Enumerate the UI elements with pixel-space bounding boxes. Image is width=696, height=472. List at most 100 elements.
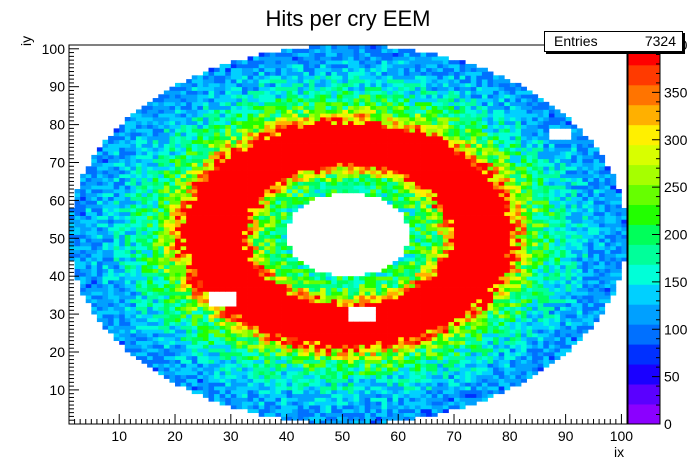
- heatmap-cell: [264, 314, 271, 319]
- heatmap-cell: [431, 397, 438, 402]
- heatmap-cell: [180, 143, 187, 148]
- heatmap-cell: [135, 154, 142, 160]
- heatmap-cell: [308, 351, 315, 357]
- heatmap-cell: [414, 120, 421, 125]
- heatmap-cell: [253, 302, 260, 307]
- heatmap-cell: [292, 196, 299, 201]
- heatmap-cell: [398, 291, 405, 296]
- heatmap-cell: [414, 276, 421, 281]
- heatmap-cell: [258, 279, 265, 285]
- heatmap-cell: [320, 397, 327, 402]
- heatmap-cell: [375, 48, 382, 53]
- heatmap-cell: [308, 185, 315, 190]
- heatmap-cell: [325, 348, 332, 353]
- heatmap-cell: [158, 185, 165, 190]
- heatmap-cell: [135, 272, 142, 277]
- heatmap-cell: [191, 75, 198, 80]
- heatmap-cell: [303, 397, 310, 402]
- heatmap-cell: [426, 67, 433, 72]
- heatmap-cell: [325, 56, 332, 61]
- heatmap-cell: [135, 298, 142, 304]
- heatmap-cell: [331, 189, 338, 194]
- heatmap-cell: [292, 135, 299, 141]
- heatmap-cell: [348, 135, 354, 141]
- heatmap-cell: [236, 151, 243, 156]
- heatmap-cell: [370, 276, 377, 281]
- heatmap-cell: [253, 367, 260, 372]
- heatmap-cell: [191, 105, 198, 110]
- heatmap-cell: [152, 101, 159, 107]
- heatmap-cell: [74, 230, 81, 235]
- heatmap-cell: [214, 257, 221, 262]
- heatmap-cell: [375, 173, 382, 179]
- heatmap-cell: [375, 56, 382, 61]
- heatmap-cell: [202, 306, 209, 311]
- heatmap-cell: [281, 56, 288, 61]
- heatmap-cell: [186, 207, 193, 213]
- heatmap-cell: [180, 272, 187, 277]
- heatmap-cell: [152, 98, 159, 103]
- heatmap-cell: [147, 253, 154, 258]
- heatmap-cell: [158, 291, 165, 296]
- heatmap-cell: [135, 253, 142, 258]
- heatmap-cell: [269, 257, 276, 262]
- heatmap-cell: [169, 109, 176, 114]
- heatmap-cell: [186, 321, 193, 326]
- heatmap-cell: [208, 166, 215, 171]
- heatmap-cell: [102, 287, 109, 292]
- heatmap-cell: [141, 302, 148, 307]
- heatmap-cell: [158, 139, 165, 144]
- heatmap-cell: [169, 94, 176, 99]
- heatmap-cell: [375, 272, 382, 277]
- heatmap-cell: [264, 238, 271, 243]
- heatmap-cell: [336, 45, 343, 50]
- heatmap-cell: [297, 295, 304, 300]
- heatmap-cell: [202, 94, 209, 99]
- heatmap-cell: [202, 393, 209, 398]
- heatmap-cell: [147, 272, 154, 277]
- heatmap-cell: [225, 143, 232, 148]
- heatmap-cell: [214, 158, 221, 163]
- heatmap-cell: [370, 79, 377, 84]
- heatmap-cell: [409, 393, 416, 398]
- heatmap-cell: [225, 242, 232, 247]
- heatmap-cell: [314, 336, 321, 342]
- heatmap-cell: [275, 367, 282, 372]
- heatmap-cell: [102, 234, 109, 239]
- heatmap-cell: [353, 117, 360, 122]
- heatmap-cell: [264, 242, 271, 247]
- heatmap-cell: [158, 333, 165, 338]
- heatmap-cell: [135, 135, 142, 141]
- heatmap-cell: [91, 166, 98, 171]
- heatmap-cell: [297, 147, 304, 152]
- heatmap-cell: [186, 211, 193, 216]
- heatmap-cell: [141, 359, 148, 364]
- heatmap-cell: [292, 257, 299, 262]
- heatmap-cell: [130, 302, 137, 307]
- heatmap-cell: [292, 386, 299, 391]
- heatmap-cell: [219, 219, 226, 224]
- heatmap-cell: [175, 242, 181, 247]
- heatmap-cell: [147, 120, 154, 125]
- heatmap-cell: [180, 230, 187, 235]
- heatmap-cell: [314, 60, 321, 65]
- heatmap-cell: [320, 185, 327, 190]
- heatmap-cell: [275, 291, 282, 296]
- heatmap-cell: [387, 98, 394, 103]
- heatmap-cell: [303, 283, 310, 288]
- heatmap-cell: [426, 120, 433, 125]
- heatmap-cell: [163, 348, 170, 353]
- heatmap-cell: [375, 162, 382, 167]
- heatmap-cell: [169, 367, 176, 372]
- heatmap-cell: [375, 336, 382, 342]
- heatmap-cell: [275, 245, 282, 251]
- heatmap-cell: [141, 207, 148, 213]
- heatmap-cell: [398, 287, 405, 292]
- heatmap-cell: [392, 71, 399, 76]
- heatmap-cell: [74, 249, 81, 254]
- heatmap-cell: [292, 128, 299, 133]
- heatmap-cell: [191, 98, 198, 103]
- heatmap-cell: [202, 143, 209, 148]
- heatmap-cell: [269, 397, 276, 402]
- heatmap-cell: [219, 351, 226, 357]
